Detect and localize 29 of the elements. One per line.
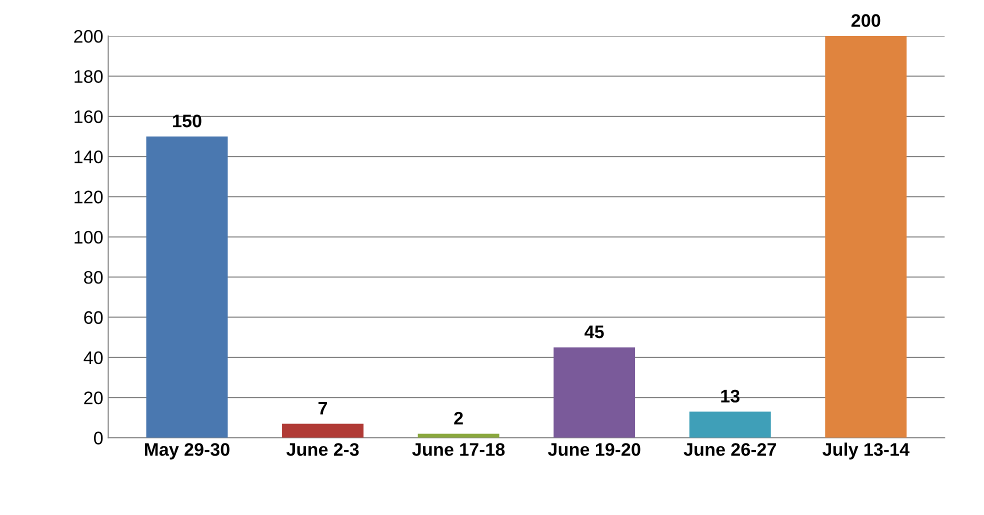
data-label: 150 [173, 114, 202, 128]
data-label: 200 [851, 14, 880, 27]
y-tick-label: 200 [74, 30, 103, 43]
y-tick-label: 40 [84, 351, 103, 364]
data-label: 45 [584, 326, 604, 338]
bar [418, 434, 500, 438]
bar [554, 347, 636, 438]
y-tick-label: 140 [74, 150, 103, 164]
x-tick-label: June 19-20 [548, 443, 640, 456]
bar [825, 36, 907, 438]
data-label: 13 [721, 390, 740, 403]
y-tick-label: 0 [94, 432, 103, 444]
y-tick-label: 160 [74, 110, 103, 124]
bar [282, 424, 364, 438]
x-tick-label: June 17-18 [412, 443, 505, 456]
x-tick-label: June 26-27 [684, 443, 776, 456]
y-tick-label: 100 [74, 230, 103, 244]
x-tick-label: May 29-30 [145, 443, 230, 460]
data-label: 7 [318, 402, 327, 414]
y-tick-label: 80 [84, 271, 103, 284]
bar [689, 412, 771, 438]
x-tick-label: June 2-3 [286, 443, 359, 456]
x-tick-label: July 13-14 [822, 442, 910, 460]
bar [146, 136, 228, 438]
y-tick-label: 180 [74, 70, 103, 83]
y-tick-label: 120 [74, 190, 103, 204]
data-label: 2 [454, 412, 463, 424]
y-tick-label: 20 [84, 392, 103, 404]
y-tick-label: 60 [84, 311, 103, 324]
